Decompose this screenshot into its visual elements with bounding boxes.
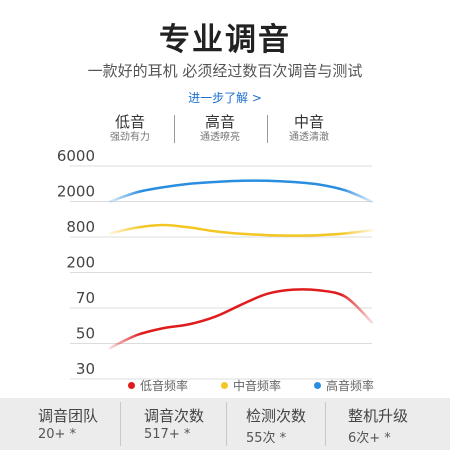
legend-treble-dot bbox=[314, 382, 321, 389]
series-line-1 bbox=[108, 223, 374, 237]
band-bass-name: 低音 bbox=[114, 113, 145, 131]
legend-bass-dot bbox=[128, 382, 135, 389]
stat-tuning-count: 调音次数 517+ * bbox=[121, 398, 231, 450]
stat-upgrade: 整机升级 6次+ * bbox=[326, 398, 450, 450]
series-line-2 bbox=[108, 179, 374, 203]
y-tick-label: 200 bbox=[66, 254, 95, 272]
stat-test-count: 检测次数 55次 * bbox=[227, 398, 327, 450]
band-treble-desc: 通透嘹亮 bbox=[200, 132, 240, 143]
stat-label: 调音次数 bbox=[144, 407, 205, 425]
stat-divider bbox=[120, 402, 121, 446]
legend-mid-dot bbox=[221, 382, 228, 389]
learn-more-link[interactable]: 进一步了解 > bbox=[188, 91, 262, 105]
legend-treble: 高音频率 bbox=[314, 377, 374, 394]
stat-label: 整机升级 bbox=[348, 407, 409, 425]
legend-bass: 低音频率 bbox=[128, 377, 188, 394]
stat-divider bbox=[325, 402, 326, 446]
legend-treble-label: 高音频率 bbox=[326, 379, 375, 393]
band-mid-name: 中音 bbox=[293, 113, 324, 131]
page-title: 专业调音 bbox=[159, 22, 291, 58]
y-tick-label: 70 bbox=[76, 289, 95, 307]
page-subtitle: 一款好的耳机 必须经过数百次调音与测试 bbox=[87, 62, 363, 80]
chart-legend: 低音频率 中音频率 高音频率 bbox=[0, 377, 450, 393]
band-mid-desc: 通透清澈 bbox=[289, 132, 329, 143]
band-divider bbox=[174, 115, 175, 143]
stat-value: 20+ * bbox=[38, 427, 77, 442]
stats-bar: 调音团队 20+ * 调音次数 517+ * 检测次数 55次 * 整机升级 6… bbox=[0, 398, 450, 450]
y-tick-label: 800 bbox=[66, 218, 95, 236]
stat-value: 55次 * bbox=[246, 431, 287, 446]
legend-bass-label: 低音频率 bbox=[140, 379, 189, 393]
legend-mid-label: 中音频率 bbox=[233, 379, 282, 393]
stat-label: 调音团队 bbox=[38, 407, 99, 425]
stat-label: 检测次数 bbox=[246, 407, 307, 425]
band-bass: 低音 强劲有力 bbox=[95, 113, 165, 145]
stat-value: 517+ * bbox=[144, 427, 191, 442]
stat-divider bbox=[226, 402, 227, 446]
y-tick-label: 30 bbox=[76, 360, 95, 378]
stat-value: 6次+ * bbox=[348, 431, 391, 446]
band-divider bbox=[267, 115, 268, 143]
series-line-0 bbox=[108, 288, 374, 350]
stat-tuning-team: 调音团队 20+ * bbox=[0, 398, 112, 450]
y-tick-label: 6000 bbox=[57, 147, 95, 165]
band-treble-name: 高音 bbox=[204, 113, 235, 131]
y-tick-label: 2000 bbox=[57, 183, 95, 201]
band-mid: 中音 通透清澈 bbox=[273, 113, 345, 145]
band-bass-desc: 强劲有力 bbox=[110, 132, 150, 143]
y-tick-label: 50 bbox=[76, 325, 95, 343]
band-descriptions: 低音 强劲有力 高音 通透嘹亮 中音 通透清澈 bbox=[0, 113, 450, 149]
legend-mid: 中音频率 bbox=[221, 377, 281, 394]
band-treble: 高音 通透嘹亮 bbox=[184, 113, 256, 145]
